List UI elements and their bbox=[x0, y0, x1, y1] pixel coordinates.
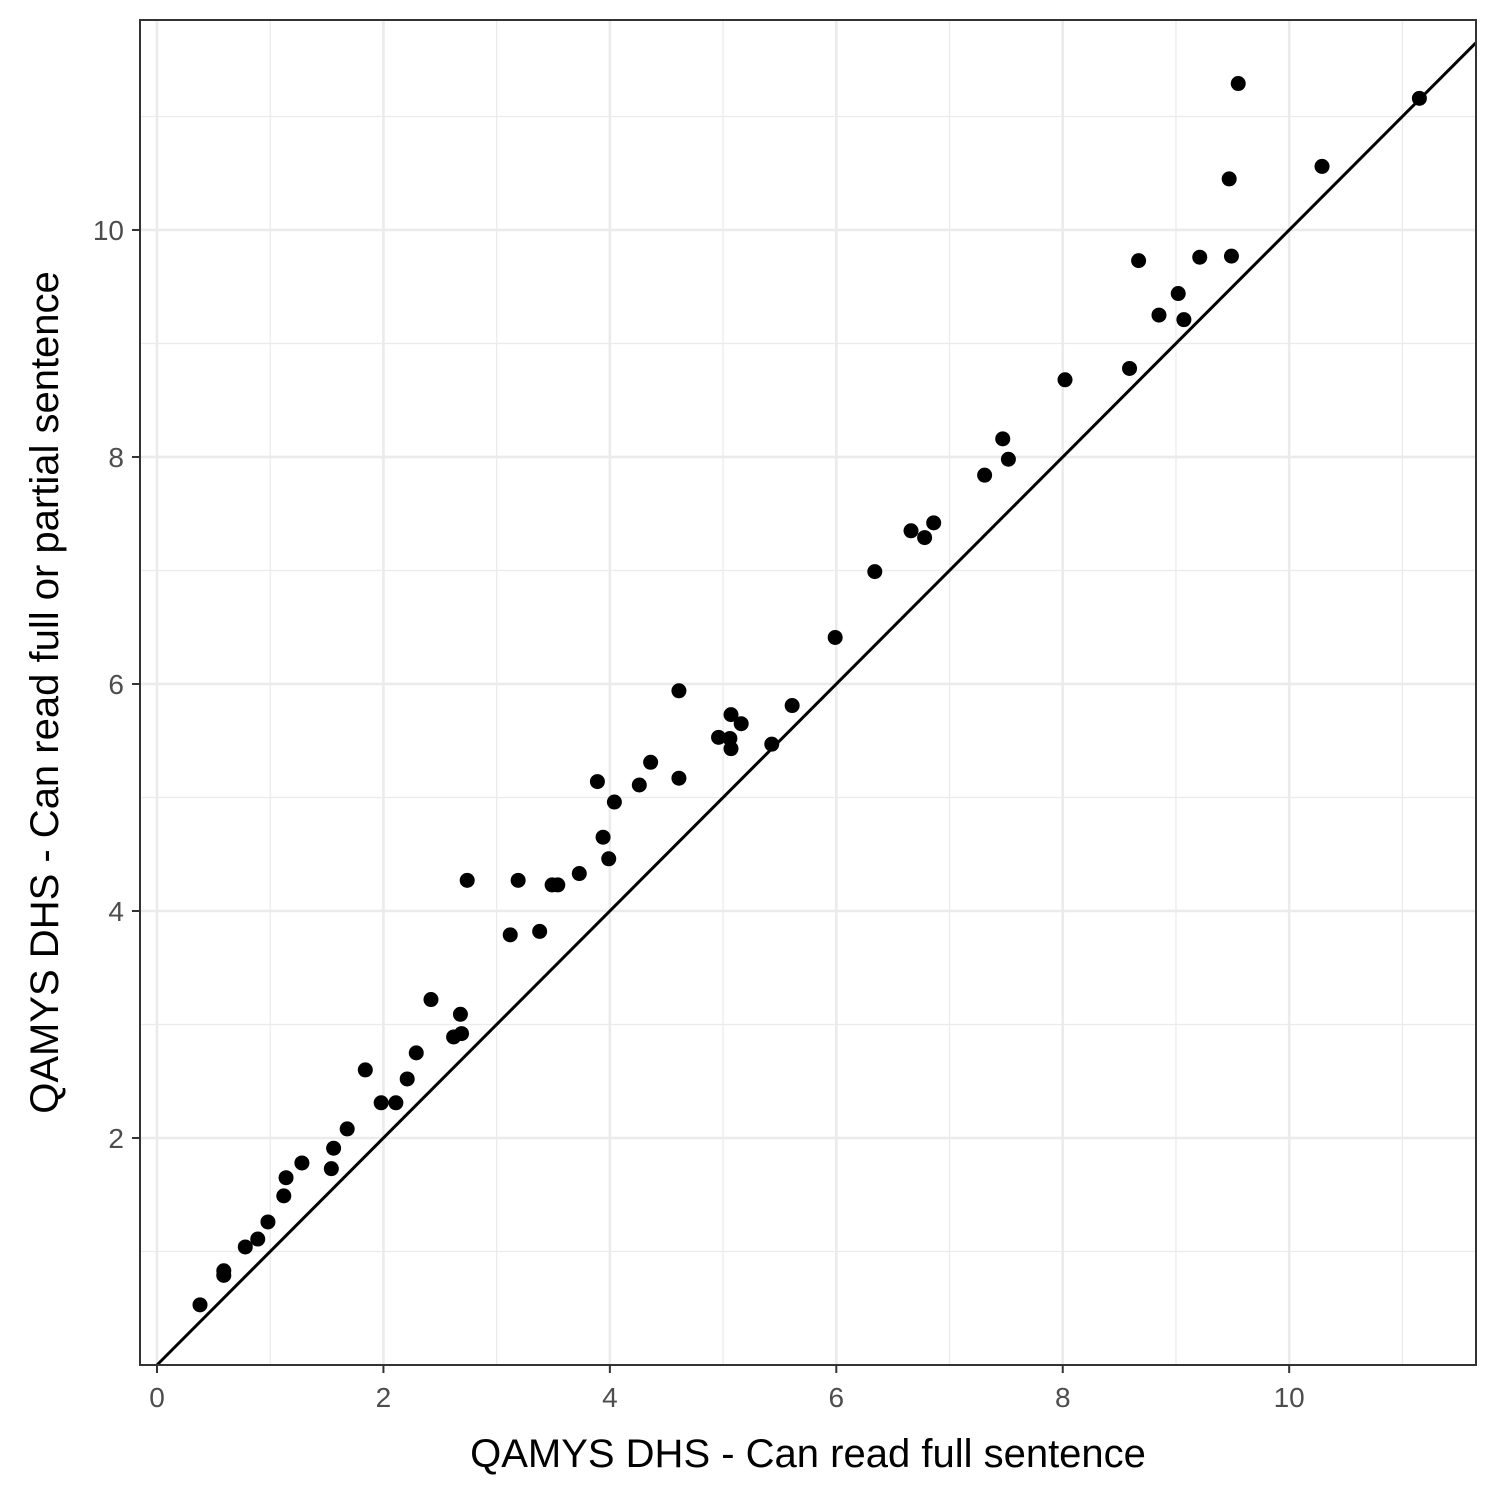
data-point bbox=[589, 774, 605, 790]
y-tick-label: 8 bbox=[108, 442, 124, 473]
data-point bbox=[250, 1231, 266, 1247]
data-point bbox=[995, 431, 1011, 447]
data-point bbox=[1221, 171, 1237, 187]
data-point bbox=[917, 530, 933, 546]
x-tick-label: 6 bbox=[829, 1382, 845, 1413]
data-point bbox=[926, 515, 942, 531]
data-point bbox=[723, 741, 739, 757]
data-point bbox=[827, 629, 843, 645]
data-point bbox=[408, 1045, 424, 1061]
data-point bbox=[671, 683, 687, 699]
data-point bbox=[1170, 286, 1186, 302]
data-point bbox=[1131, 253, 1147, 269]
x-tick-label: 0 bbox=[149, 1382, 165, 1413]
y-tick-label: 6 bbox=[108, 669, 124, 700]
data-point bbox=[1176, 312, 1192, 328]
data-point bbox=[784, 698, 800, 714]
data-point bbox=[192, 1297, 208, 1313]
data-point bbox=[326, 1140, 342, 1156]
y-tick-label: 10 bbox=[93, 215, 124, 246]
data-point bbox=[1223, 248, 1239, 264]
data-point bbox=[903, 523, 919, 539]
data-point bbox=[357, 1062, 373, 1078]
x-tick-label: 10 bbox=[1274, 1382, 1305, 1413]
data-point bbox=[423, 992, 439, 1008]
data-point bbox=[260, 1214, 276, 1230]
data-point bbox=[1122, 360, 1138, 376]
data-point bbox=[278, 1170, 294, 1186]
data-point bbox=[1192, 249, 1208, 265]
data-point bbox=[459, 872, 475, 888]
data-point bbox=[711, 729, 727, 745]
data-point bbox=[571, 866, 587, 882]
panel-border bbox=[139, 19, 1477, 1366]
data-point bbox=[339, 1121, 355, 1137]
data-point bbox=[1411, 90, 1427, 106]
y-axis-title: QAMYS DHS - Can read full or partial sen… bbox=[23, 271, 67, 1114]
data-point bbox=[388, 1095, 404, 1111]
data-point bbox=[502, 927, 518, 943]
data-point bbox=[1057, 372, 1073, 388]
y-axis-ticks: 2 4 6 8 10 bbox=[93, 215, 140, 1154]
data-point bbox=[454, 1026, 470, 1042]
data-point bbox=[1000, 451, 1016, 467]
data-point bbox=[601, 851, 617, 867]
data-point bbox=[723, 707, 739, 723]
data-point bbox=[867, 564, 883, 580]
x-tick-label: 4 bbox=[602, 1382, 618, 1413]
data-point bbox=[294, 1155, 310, 1171]
minor-gridlines bbox=[140, 20, 1476, 1365]
x-tick-label: 2 bbox=[376, 1382, 392, 1413]
data-point bbox=[733, 716, 749, 732]
data-point bbox=[1314, 158, 1330, 174]
data-point bbox=[643, 754, 659, 770]
data-point bbox=[1230, 76, 1246, 92]
data-point bbox=[595, 829, 611, 845]
data-point bbox=[550, 877, 566, 893]
data-point bbox=[452, 1006, 468, 1022]
y-tick-label: 4 bbox=[108, 896, 124, 927]
data-point bbox=[276, 1188, 292, 1204]
data-point bbox=[399, 1071, 415, 1087]
data-point bbox=[510, 872, 526, 888]
reference-line bbox=[155, 41, 1478, 1367]
data-point bbox=[237, 1239, 253, 1255]
major-gridlines bbox=[140, 20, 1476, 1365]
x-tick-label: 8 bbox=[1055, 1382, 1071, 1413]
data-point bbox=[373, 1095, 389, 1111]
data-point bbox=[606, 794, 622, 810]
data-point bbox=[671, 770, 687, 786]
data-point bbox=[323, 1161, 339, 1177]
data-point bbox=[631, 777, 647, 793]
data-point bbox=[977, 467, 993, 483]
x-axis-ticks: 0 2 4 6 8 10 bbox=[149, 1365, 1305, 1413]
data-points bbox=[192, 76, 1427, 1313]
data-point bbox=[764, 736, 780, 752]
data-point bbox=[532, 923, 548, 939]
x-axis-title: QAMYS DHS - Can read full sentence bbox=[470, 1432, 1146, 1476]
y-tick-label: 2 bbox=[108, 1123, 124, 1154]
data-point bbox=[216, 1267, 232, 1283]
data-point bbox=[1151, 307, 1167, 323]
